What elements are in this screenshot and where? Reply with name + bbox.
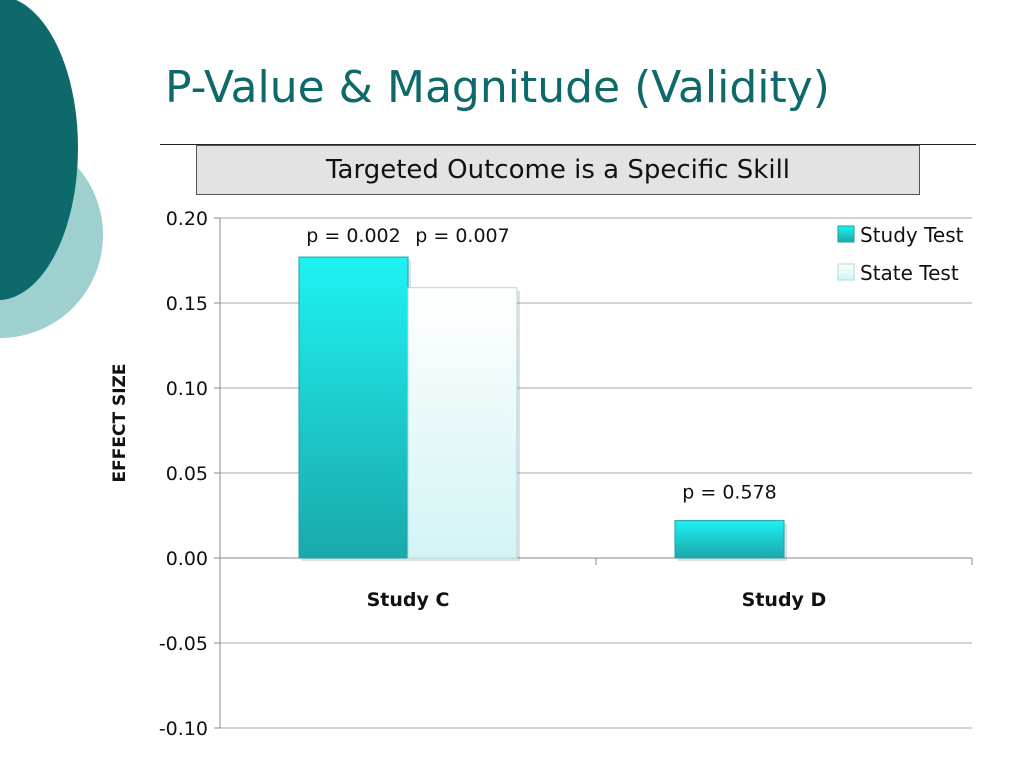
decoration-circle-dark: [0, 0, 78, 300]
y-tick-label: 0.20: [166, 208, 208, 230]
bar-study-d-study-test: [674, 520, 785, 559]
y-axis-title: EFFECT SIZE: [110, 364, 130, 483]
title-divider: [160, 144, 976, 145]
slide-title: P-Value & Magnitude (Validity): [165, 62, 830, 113]
p-value-annotation: p = 0.578: [682, 482, 776, 504]
slide-decoration: [0, 0, 103, 338]
y-tick-label: 0.15: [166, 293, 208, 315]
legend-swatch: [837, 225, 855, 243]
p-value-annotation: p = 0.007: [415, 225, 509, 247]
legend-label: State Test: [860, 261, 959, 285]
legend-label: Study Test: [860, 223, 964, 247]
y-tick-label: -0.10: [159, 718, 208, 740]
y-tick-label: -0.05: [159, 633, 208, 655]
legend-swatch: [837, 263, 855, 281]
category-label: Study D: [742, 589, 827, 611]
category-label: Study C: [367, 589, 450, 611]
y-tick-label: 0.00: [166, 548, 208, 570]
p-value-annotation: p = 0.002: [306, 225, 400, 247]
chart-subtitle: Targeted Outcome is a Specific Skill: [325, 155, 791, 185]
y-tick-label: 0.10: [166, 378, 208, 400]
chart-subtitle-box: Targeted Outcome is a Specific Skill: [196, 145, 920, 195]
y-tick-label: 0.05: [166, 463, 208, 485]
bar-study-c-study-test: [298, 256, 409, 559]
bar-study-c-state-test: [407, 287, 518, 559]
